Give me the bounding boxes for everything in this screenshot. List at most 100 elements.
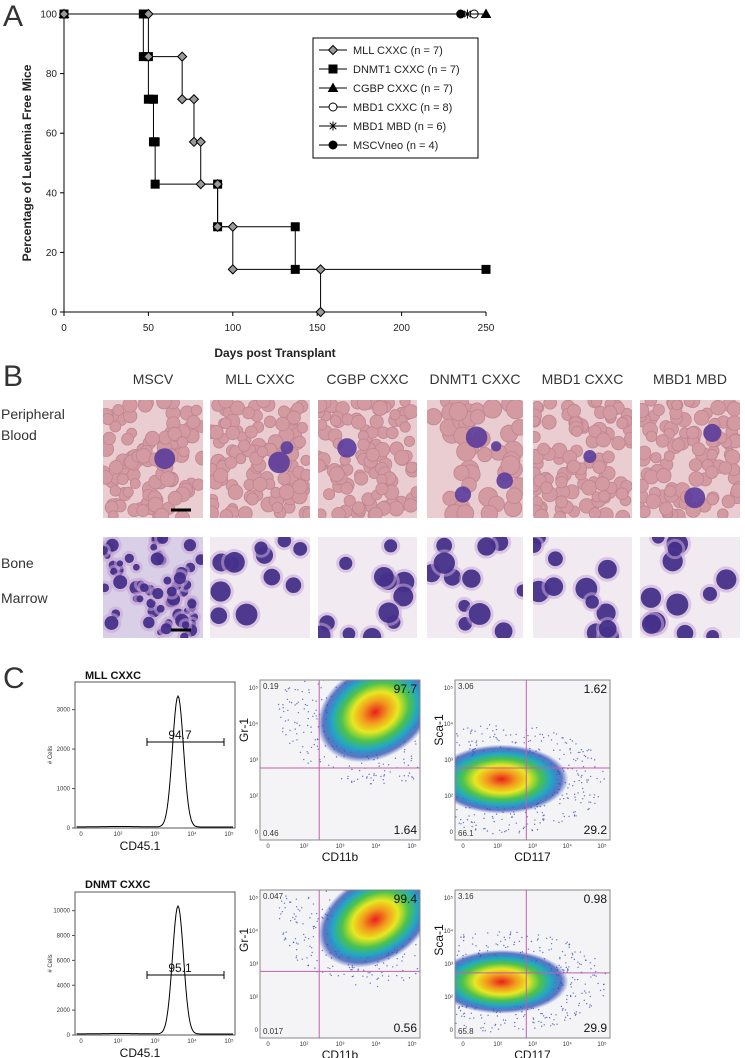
event <box>287 719 289 721</box>
rbc <box>640 478 649 493</box>
event <box>575 1011 578 1013</box>
event <box>281 910 283 913</box>
event <box>400 649 401 650</box>
event <box>579 1012 581 1014</box>
event <box>504 946 507 949</box>
rbc <box>275 416 290 432</box>
event <box>452 954 453 955</box>
event <box>314 967 316 969</box>
event <box>307 964 310 967</box>
event <box>590 757 593 760</box>
event <box>323 756 326 758</box>
event <box>415 972 417 975</box>
event <box>378 875 379 876</box>
event <box>475 945 477 947</box>
nucleus <box>651 537 665 544</box>
event <box>597 796 599 798</box>
event <box>410 759 412 762</box>
event <box>523 742 525 744</box>
micrograph <box>103 400 203 518</box>
event <box>509 931 512 933</box>
event <box>441 905 442 906</box>
rbc <box>331 506 346 518</box>
nucleus <box>180 632 189 638</box>
hist-y-tick-label: 10000 <box>53 909 70 915</box>
column-header: DNMT1 CXXC <box>429 371 520 387</box>
event <box>419 883 420 884</box>
event <box>430 778 431 779</box>
event <box>440 896 441 897</box>
event <box>441 957 442 958</box>
nucleus <box>210 581 231 602</box>
nucleus <box>136 595 144 603</box>
nucleus <box>263 568 281 586</box>
event <box>491 1027 493 1029</box>
event <box>424 868 425 869</box>
rbc <box>389 409 401 421</box>
rbc <box>167 490 183 506</box>
event <box>410 883 411 884</box>
x-tick-label: 10⁴ <box>371 843 381 850</box>
event <box>449 978 450 979</box>
event <box>283 939 286 941</box>
event <box>572 992 574 994</box>
event <box>307 711 310 713</box>
event <box>543 814 545 816</box>
nucleus <box>183 539 197 552</box>
event <box>331 886 332 887</box>
event <box>298 674 299 675</box>
quadrant-value: 3.06 <box>458 682 474 691</box>
event <box>303 731 305 734</box>
event <box>351 768 353 771</box>
event <box>297 712 300 714</box>
event <box>435 789 436 790</box>
quadrant-value: 0.46 <box>263 829 279 838</box>
event <box>573 793 576 796</box>
marker <box>195 178 206 190</box>
event <box>426 959 427 960</box>
event <box>442 1007 443 1008</box>
event <box>572 758 575 761</box>
event <box>584 755 587 758</box>
hist-y-tick-label: 4000 <box>57 983 71 989</box>
event <box>391 648 392 649</box>
event <box>313 925 315 928</box>
event <box>401 885 402 886</box>
y-tick-label: 10⁵ <box>249 685 259 692</box>
y-tick-label: 10² <box>249 995 258 1001</box>
event <box>441 873 442 874</box>
leukocyte <box>465 426 488 449</box>
event <box>285 931 287 933</box>
event <box>562 1008 564 1010</box>
x-tick-label: 10⁴ <box>371 1041 381 1048</box>
event <box>323 876 324 877</box>
event <box>439 820 440 821</box>
event <box>303 708 305 710</box>
event <box>541 733 544 736</box>
event <box>523 826 525 829</box>
event <box>541 1013 543 1015</box>
event <box>410 647 411 648</box>
event <box>284 689 287 691</box>
event <box>308 886 309 887</box>
event <box>435 751 436 752</box>
nucleus <box>468 602 491 625</box>
density-cloud <box>317 680 420 763</box>
marker <box>290 222 300 232</box>
hist-x-tick-label: 10² <box>114 832 123 838</box>
event <box>586 750 588 752</box>
rbc <box>219 509 234 518</box>
rbc <box>588 424 602 438</box>
event <box>593 796 595 799</box>
event <box>425 717 426 718</box>
event <box>440 794 441 795</box>
event <box>475 740 478 742</box>
event <box>308 689 310 691</box>
event <box>354 677 355 678</box>
event <box>444 810 445 811</box>
event <box>431 760 432 761</box>
y-tick-label: 0 <box>51 308 57 319</box>
event <box>353 873 354 874</box>
event <box>505 830 507 832</box>
event <box>583 990 586 992</box>
